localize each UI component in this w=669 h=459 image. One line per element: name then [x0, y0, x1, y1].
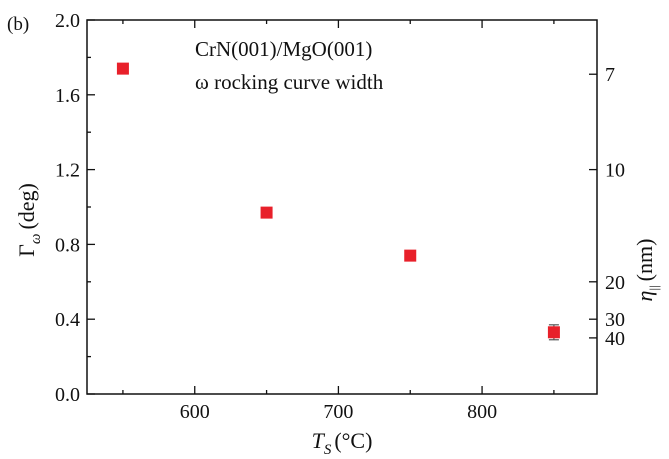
y2-axis-label: η|| (nm) [632, 239, 661, 302]
y2-tick-label: 30 [605, 309, 625, 331]
y2-tick-label: 7 [605, 64, 615, 86]
x-axis-label-unit: (°C) [334, 428, 372, 453]
y-axis-label-unit: (deg) [14, 183, 39, 229]
y-tick-label: 1.2 [55, 160, 80, 182]
y2-axis-label-main: η [632, 291, 657, 302]
y-tick-label: 2.0 [55, 10, 80, 32]
y-tick-label: 0.4 [55, 309, 80, 331]
x-tick-label: 800 [467, 401, 497, 423]
x-tick-label: 600 [180, 401, 210, 423]
y2-tick-label: 10 [605, 160, 625, 182]
y-tick-label: 1.6 [55, 85, 80, 107]
y-axis-ticks: 0.0 0.4 0.8 1.2 1.6 2.0 [55, 10, 95, 406]
y-tick-label: 0.8 [55, 234, 80, 256]
x-tick-label: 700 [323, 401, 353, 423]
y2-axis-label-unit: (nm) [632, 239, 657, 282]
data-point [547, 326, 560, 339]
annotation-line-1: CrN(001)/MgO(001) [195, 37, 372, 61]
y2-axis-label-sub: || [646, 285, 661, 290]
y2-tick-label: 20 [605, 272, 625, 294]
data-point [260, 206, 273, 219]
y2-tick-label: 40 [605, 328, 625, 350]
x-axis-label-main: T [312, 428, 326, 453]
x-axis-ticks: 600 700 800 [122, 20, 555, 423]
y-axis-label-main: Γ [14, 244, 39, 257]
y-axis-label: Γω (deg) [14, 183, 44, 257]
x-axis-label-sub: S [324, 442, 332, 458]
x-axis-label: TS (°C) [312, 428, 373, 458]
data-point [116, 62, 129, 75]
data-points [116, 62, 560, 341]
panel-label: (b) [7, 14, 29, 35]
y-axis-label-sub: ω [28, 234, 44, 245]
data-point [404, 249, 417, 262]
annotation-line-2: ω rocking curve width [195, 70, 384, 94]
y-tick-label: 0.0 [55, 384, 80, 406]
